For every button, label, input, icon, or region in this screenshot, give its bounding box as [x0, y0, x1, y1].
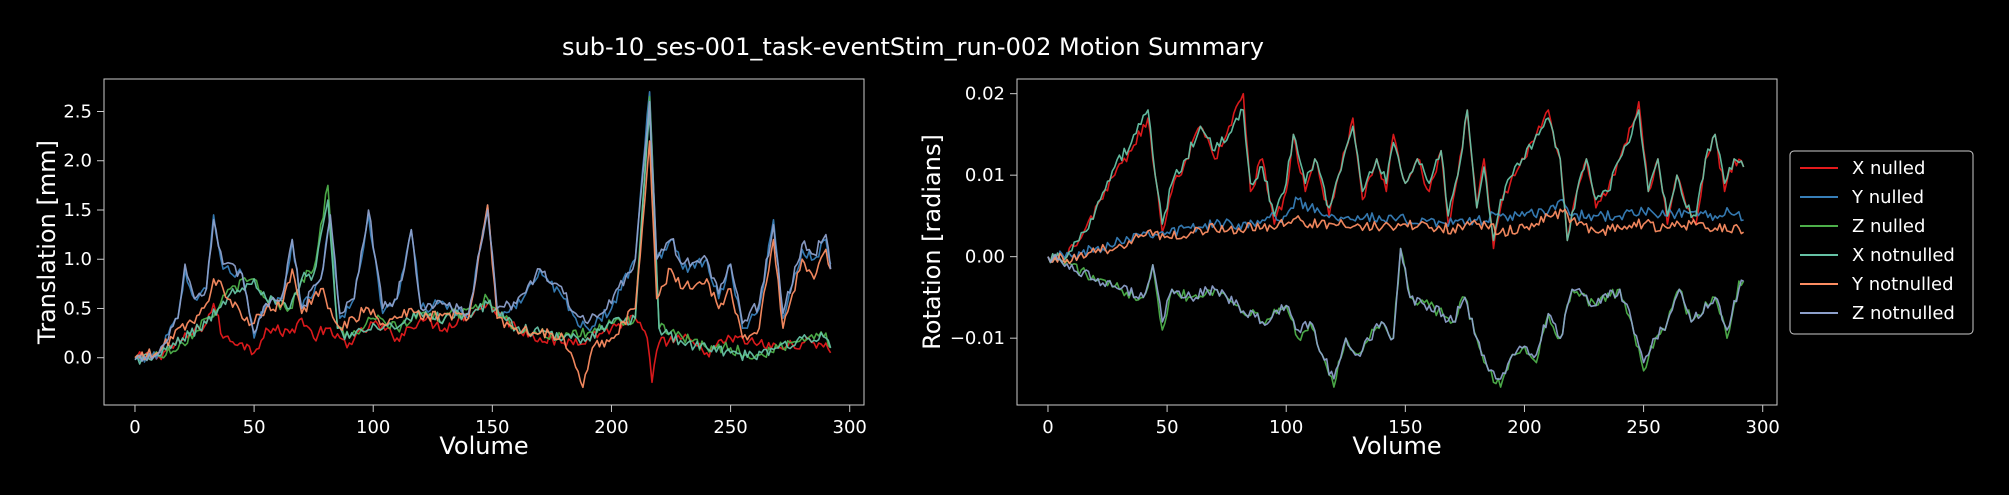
rotation-ylabel: Rotation [radians] [918, 134, 946, 350]
rotation-series-x-notnulled [1047, 108, 1745, 263]
rotation-xtick-label: 0 [1042, 417, 1053, 438]
rotation-series [1047, 92, 1745, 388]
translation-ticks: 0 50 100 150 200 250 300 0.0 0.5 1.0 1.5 2.0 2.5 [63, 102, 867, 438]
translation-xtick-label: 100 [356, 417, 390, 438]
translation-xtick-label: 200 [594, 417, 628, 438]
rotation-xlabel: Volume [1352, 432, 1441, 460]
translation-series [134, 91, 832, 389]
rotation-xtick-label: 250 [1626, 417, 1660, 438]
rotation-xtick-label: 50 [1156, 417, 1179, 438]
rotation-ytick-label: −0.01 [950, 328, 1005, 349]
rotation-series-y-nulled [1047, 196, 1744, 263]
translation-ytick-label: 2.5 [63, 102, 92, 123]
rotation-ytick-label: 0.02 [965, 84, 1005, 105]
legend-label-z-notnulled: Z notnulled [1852, 303, 1955, 324]
rotation-plot-frame [1016, 78, 1778, 406]
translation-ytick-label: 1.5 [63, 200, 92, 221]
translation-xtick-label: 300 [833, 417, 867, 438]
rotation-xtick-label: 300 [1746, 417, 1780, 438]
translation-ytick-label: 0.0 [63, 348, 92, 369]
rotation-xtick-label: 100 [1269, 417, 1303, 438]
translation-chart: 0 50 100 150 200 250 300 0.0 0.5 1.0 1.5 2.0 2.5 Vol… [33, 78, 867, 460]
chart-legend: X nulled Y nulled Z nulled X notnulled Y not… [1789, 150, 1974, 335]
rotation-series-z-notnulled [1047, 247, 1744, 380]
translation-xtick-label: 50 [243, 417, 266, 438]
legend-label-y-nulled: Y nulled [1851, 187, 1924, 208]
translation-xtick-label: 0 [129, 417, 140, 438]
translation-plot-frame [103, 78, 865, 406]
rotation-chart: 0 50 100 150 200 250 300 −0.01 0.00 0.01 0.02 Volu… [918, 78, 1780, 460]
rotation-ticks: 0 50 100 150 200 250 300 −0.01 0.00 0.01 0.02 [950, 84, 1780, 438]
translation-ytick-label: 2.0 [63, 151, 92, 172]
translation-ylabel: Translation [mm] [33, 140, 61, 345]
translation-xtick-label: 150 [475, 417, 509, 438]
translation-xtick-label: 250 [713, 417, 747, 438]
translation-ytick-label: 1.0 [63, 249, 92, 270]
translation-xlabel: Volume [439, 432, 528, 460]
rotation-ytick-label: 0.01 [965, 165, 1005, 186]
legend-label-x-notnulled: X notnulled [1852, 245, 1955, 266]
legend-label-x-nulled: X nulled [1852, 158, 1925, 179]
rotation-xtick-label: 150 [1388, 417, 1422, 438]
legend-label-z-nulled: Z nulled [1852, 216, 1925, 237]
figure-title: sub-10_ses-001_task-eventStim_run-002 Mo… [562, 33, 1264, 61]
rotation-series-y-notnulled [1047, 208, 1745, 265]
legend-label-y-notnulled: Y notnulled [1851, 274, 1954, 295]
translation-series-x-notnulled [134, 110, 832, 365]
translation-ytick-label: 0.5 [63, 298, 92, 319]
translation-series-z-notnulled [134, 100, 832, 362]
rotation-xtick-label: 200 [1507, 417, 1541, 438]
rotation-ytick-label: 0.00 [965, 247, 1005, 268]
rotation-series-x-nulled [1047, 92, 1745, 263]
